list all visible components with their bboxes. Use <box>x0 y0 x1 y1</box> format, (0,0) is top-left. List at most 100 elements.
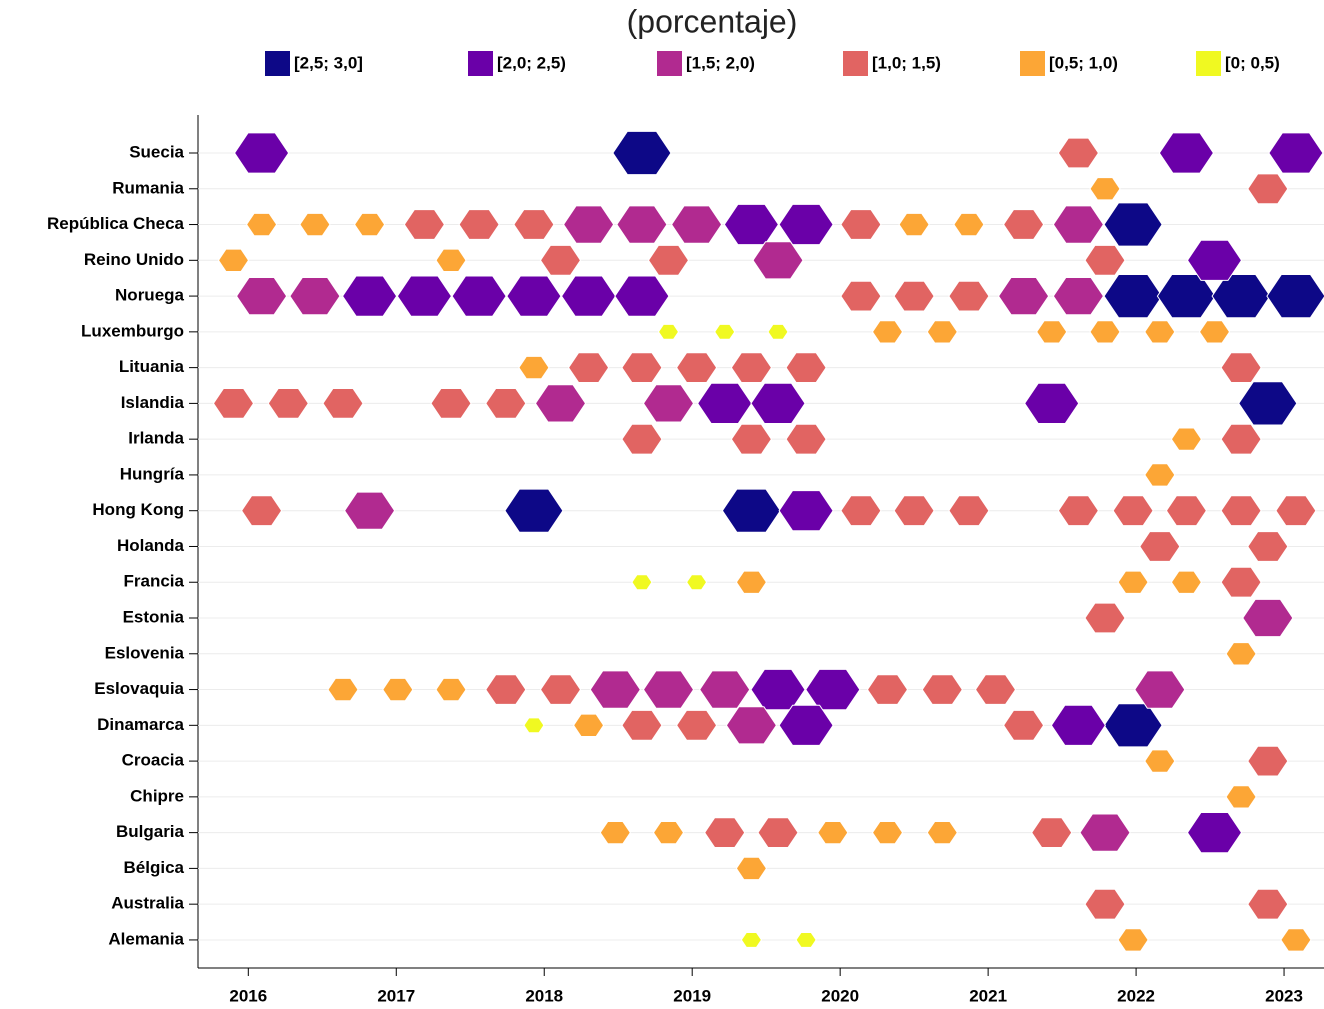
hexagon <box>217 248 250 272</box>
hexagon <box>353 212 386 237</box>
hexagon <box>735 856 768 881</box>
hexagon <box>723 203 780 246</box>
hexagon <box>840 209 882 240</box>
hexagon <box>893 280 935 312</box>
legend-swatch <box>265 51 290 76</box>
hexagon <box>840 280 882 312</box>
hexagon <box>642 670 695 709</box>
hexagon <box>1220 566 1262 598</box>
hexagon <box>382 677 414 702</box>
hexagon <box>1247 173 1289 205</box>
hexagon <box>435 248 467 272</box>
hexagon <box>866 674 909 705</box>
hexagon <box>341 275 398 317</box>
hexagon <box>893 495 935 527</box>
hexagon <box>1242 598 1294 638</box>
hexagon <box>1057 137 1100 169</box>
hexagon <box>299 212 331 237</box>
hexagon <box>435 677 467 702</box>
hexagon <box>750 382 806 424</box>
hexagon <box>485 388 527 419</box>
hexagon <box>506 275 562 317</box>
hexagon <box>948 280 990 312</box>
legend-swatch <box>468 51 493 76</box>
hexagon <box>805 668 861 711</box>
hexagon <box>621 352 663 383</box>
hexagon <box>1156 274 1217 319</box>
hexagon <box>647 244 690 276</box>
y-tick-label: Reino Unido <box>84 250 184 269</box>
hexagon <box>757 817 799 848</box>
hexagon <box>1103 703 1163 748</box>
y-tick-label: República Checa <box>47 214 185 233</box>
hexagon <box>953 212 985 237</box>
y-tick-label: Hong Kong <box>92 500 184 519</box>
hexagon <box>451 275 507 317</box>
hexagon <box>704 817 746 848</box>
hexagon <box>539 674 582 705</box>
hexagon <box>1084 602 1126 634</box>
hexagon <box>675 352 718 383</box>
hexagon <box>730 352 773 383</box>
hexagon <box>752 241 804 280</box>
y-tick-label: Alemania <box>108 929 184 948</box>
legend-swatch <box>843 51 868 76</box>
legend-label: [1,0; 1,5) <box>872 53 941 72</box>
hexagon <box>1031 817 1073 848</box>
hexagon <box>1247 531 1289 562</box>
hexagon <box>1089 177 1121 201</box>
y-tick-label: Irlanda <box>128 429 184 448</box>
hexagon <box>685 574 708 591</box>
hexagon <box>1036 320 1068 344</box>
hexagon <box>714 323 736 340</box>
hexagon <box>921 674 963 705</box>
hexagon <box>1170 570 1203 594</box>
hexagon <box>778 704 834 746</box>
hexagon <box>458 209 500 240</box>
hexagon <box>534 384 587 423</box>
hexagon <box>1112 495 1154 527</box>
hexagon <box>513 209 555 240</box>
x-tick-label: 2020 <box>821 986 859 1005</box>
hexagon <box>631 574 653 591</box>
hexagon <box>403 209 446 240</box>
y-tick-label: Suecia <box>129 142 184 161</box>
hexagon <box>621 709 663 741</box>
chart-title: (porcentaje) <box>627 3 798 39</box>
hexagon <box>1280 928 1312 952</box>
hexagon <box>1144 749 1176 773</box>
hexagon <box>926 821 958 845</box>
y-tick-label: Chipre <box>130 786 184 805</box>
y-tick-label: Rumania <box>112 178 184 197</box>
hexagon <box>1220 352 1262 383</box>
hexagon <box>1139 531 1181 562</box>
hexagon <box>785 352 827 383</box>
y-tick-label: Eslovaquia <box>94 679 184 698</box>
hexagon <box>652 821 685 845</box>
hexagon <box>612 130 672 176</box>
hexagon <box>1275 495 1317 527</box>
hexagon <box>1103 274 1163 319</box>
hexagon <box>485 674 527 705</box>
hexagon <box>1225 785 1257 809</box>
hexagon <box>212 388 255 419</box>
hexagon <box>322 388 364 419</box>
hexagon <box>795 932 817 948</box>
hexagon <box>267 388 309 419</box>
hexagon <box>1117 928 1149 952</box>
hexagon <box>289 277 341 316</box>
hexagon <box>1268 132 1324 174</box>
hexagon <box>730 423 773 455</box>
y-tick-label: Noruega <box>115 286 185 305</box>
hexagon <box>898 212 930 237</box>
hexagon <box>1144 320 1176 344</box>
hexagon <box>1103 202 1163 247</box>
hexagon <box>871 320 904 344</box>
hexagon <box>1002 709 1045 741</box>
hexagon <box>657 323 680 340</box>
hexagon <box>572 713 605 737</box>
hexagon <box>817 821 849 845</box>
hexagon <box>721 488 782 533</box>
hexagon <box>1186 812 1243 854</box>
